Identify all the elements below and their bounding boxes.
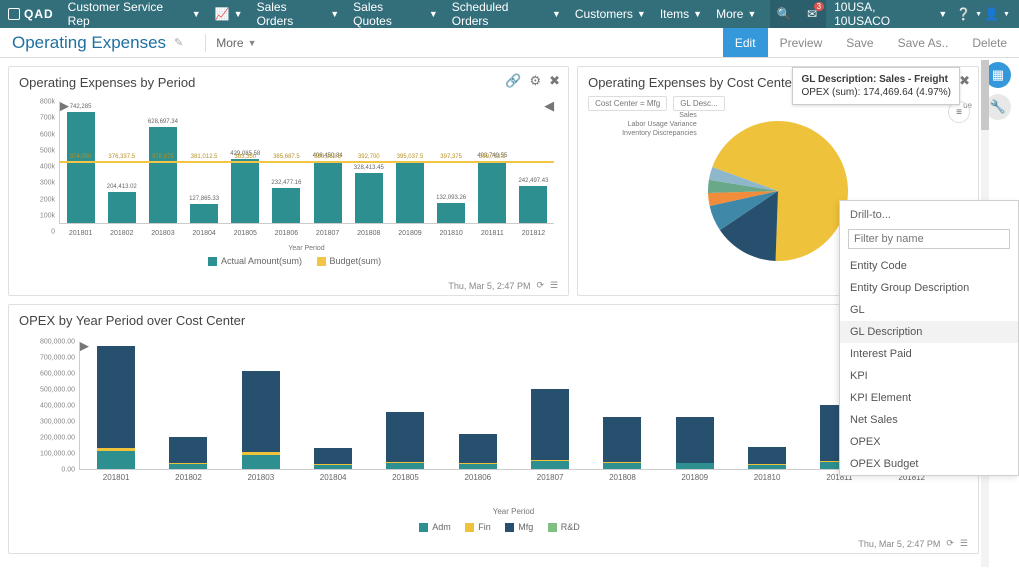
nav-more[interactable]: More▼ xyxy=(716,7,756,21)
more-dropdown[interactable]: More▼ xyxy=(216,36,256,50)
list-icon[interactable]: ☰ xyxy=(960,538,968,549)
stacked-bar-201806[interactable]: 201806 xyxy=(459,342,497,469)
stacked-bar-201804[interactable]: 201804 xyxy=(314,342,352,469)
chart-tooltip: GL Description: Sales - Freight OPEX (su… xyxy=(792,67,960,105)
panel-opex-by-period: Operating Expenses by Period 🔗 ⚙ ✖ ▶ ◀ 8… xyxy=(8,66,569,296)
chart1-xaxis-title: Year Period xyxy=(59,245,554,252)
stacked-bar-201808[interactable]: 201808 xyxy=(603,342,641,469)
chart-opex-stacked: ▶ 800,000.00700,000.00600,000.00500,000.… xyxy=(79,342,948,492)
refresh-icon[interactable]: ⟳ xyxy=(946,538,954,549)
drill-item[interactable]: Entity Code xyxy=(840,255,1018,277)
chart-icon: 📈 xyxy=(215,7,230,21)
chart-icon-menu[interactable]: 📈▼ xyxy=(215,7,243,21)
list-icon[interactable]: ☰ xyxy=(550,280,558,291)
delete-button[interactable]: Delete xyxy=(960,28,1019,57)
user-context-dropdown[interactable]: 10USA, 10USACO▼ xyxy=(826,0,955,28)
drill-item[interactable]: Interest Paid xyxy=(840,343,1018,365)
nav-customers[interactable]: Customers▼ xyxy=(575,7,646,21)
secondary-bar: Operating Expenses ✎ More▼ Edit Preview … xyxy=(0,28,1019,58)
preview-button[interactable]: Preview xyxy=(768,28,835,57)
chart-opex-period: ▶ ◀ 800k700k600k500k400k300k200k100k0 74… xyxy=(59,102,554,252)
close-icon[interactable]: ✖ xyxy=(959,73,970,89)
chart3-legend: Adm Fin Mfg R&D xyxy=(19,522,968,532)
edit-button[interactable]: Edit xyxy=(723,28,768,57)
panel3-timestamp: Thu, Mar 5, 2:47 PM ⟳ ☰ xyxy=(858,538,968,549)
user-icon[interactable]: 👤▼ xyxy=(983,0,1011,28)
filter-chip[interactable]: Cost Center = Mfg xyxy=(588,96,667,111)
panel-opex-year-costcenter: OPEX by Year Period over Cost Center ▶ 8… xyxy=(8,304,979,554)
stacked-bar-201809[interactable]: 201809 xyxy=(676,342,714,469)
stacked-bar-201801[interactable]: 201801 xyxy=(97,342,135,469)
drill-item[interactable]: Net Sales xyxy=(840,409,1018,431)
panel1-title: Operating Expenses by Period xyxy=(19,75,558,90)
chart1-legend: Actual Amount(sum) Budget(sum) xyxy=(19,256,558,266)
close-icon[interactable]: ✖ xyxy=(549,73,560,89)
nav-sales-quotes[interactable]: Sales Quotes▼ xyxy=(353,0,438,28)
notif-badge: 3 xyxy=(814,2,824,11)
budget-line xyxy=(59,161,554,163)
chart3-xaxis-title: Year Period xyxy=(79,507,948,516)
drill-item[interactable]: GL xyxy=(840,299,1018,321)
stacked-bar-201807[interactable]: 201807 xyxy=(531,342,569,469)
search-icon[interactable]: 🔍 xyxy=(770,0,798,28)
drill-item[interactable]: KPI xyxy=(840,365,1018,387)
nav-sales-orders[interactable]: Sales Orders▼ xyxy=(257,0,340,28)
panel1-timestamp: Thu, Mar 5, 2:47 PM ⟳ ☰ xyxy=(448,280,558,291)
panel3-title: OPEX by Year Period over Cost Center xyxy=(19,313,968,328)
stacked-bar-201810[interactable]: 201810 xyxy=(748,342,786,469)
role-dropdown[interactable]: Customer Service Rep▼ xyxy=(68,0,201,28)
drill-title: Drill-to... xyxy=(840,201,1018,229)
stacked-bar-201802[interactable]: 201802 xyxy=(169,342,207,469)
link-icon[interactable]: 🔗 xyxy=(505,73,521,89)
filter-chip[interactable]: GL Desc... xyxy=(673,96,725,111)
notifications-icon[interactable]: ✉3 xyxy=(798,0,826,28)
drill-filter-input[interactable] xyxy=(848,229,1010,249)
drill-item[interactable]: OPEX Budget xyxy=(840,453,1018,475)
drill-item[interactable]: Entity Group Description xyxy=(840,277,1018,299)
drill-panel: Drill-to... Entity CodeEntity Group Desc… xyxy=(839,200,1019,476)
edit-title-icon[interactable]: ✎ xyxy=(174,36,183,49)
nav-scheduled-orders[interactable]: Scheduled Orders▼ xyxy=(452,0,561,28)
drill-item[interactable]: OPEX xyxy=(840,431,1018,453)
gear-icon[interactable]: ⚙ xyxy=(530,73,542,89)
brand-logo[interactable]: QAD xyxy=(8,7,54,21)
saveas-button[interactable]: Save As.. xyxy=(886,28,961,57)
page-title: Operating Expenses xyxy=(12,33,166,53)
save-button[interactable]: Save xyxy=(834,28,885,57)
stacked-bar-201805[interactable]: 201805 xyxy=(386,342,424,469)
drill-item[interactable]: KPI Element xyxy=(840,387,1018,409)
top-nav: QAD Customer Service Rep▼ 📈▼ Sales Order… xyxy=(0,0,1019,28)
refresh-icon[interactable]: ⟳ xyxy=(536,280,544,291)
help-icon[interactable]: ❔▼ xyxy=(955,0,983,28)
drill-item[interactable]: GL Description xyxy=(840,321,1018,343)
stacked-bar-201803[interactable]: 201803 xyxy=(242,342,280,469)
nav-items[interactable]: Items▼ xyxy=(660,7,702,21)
